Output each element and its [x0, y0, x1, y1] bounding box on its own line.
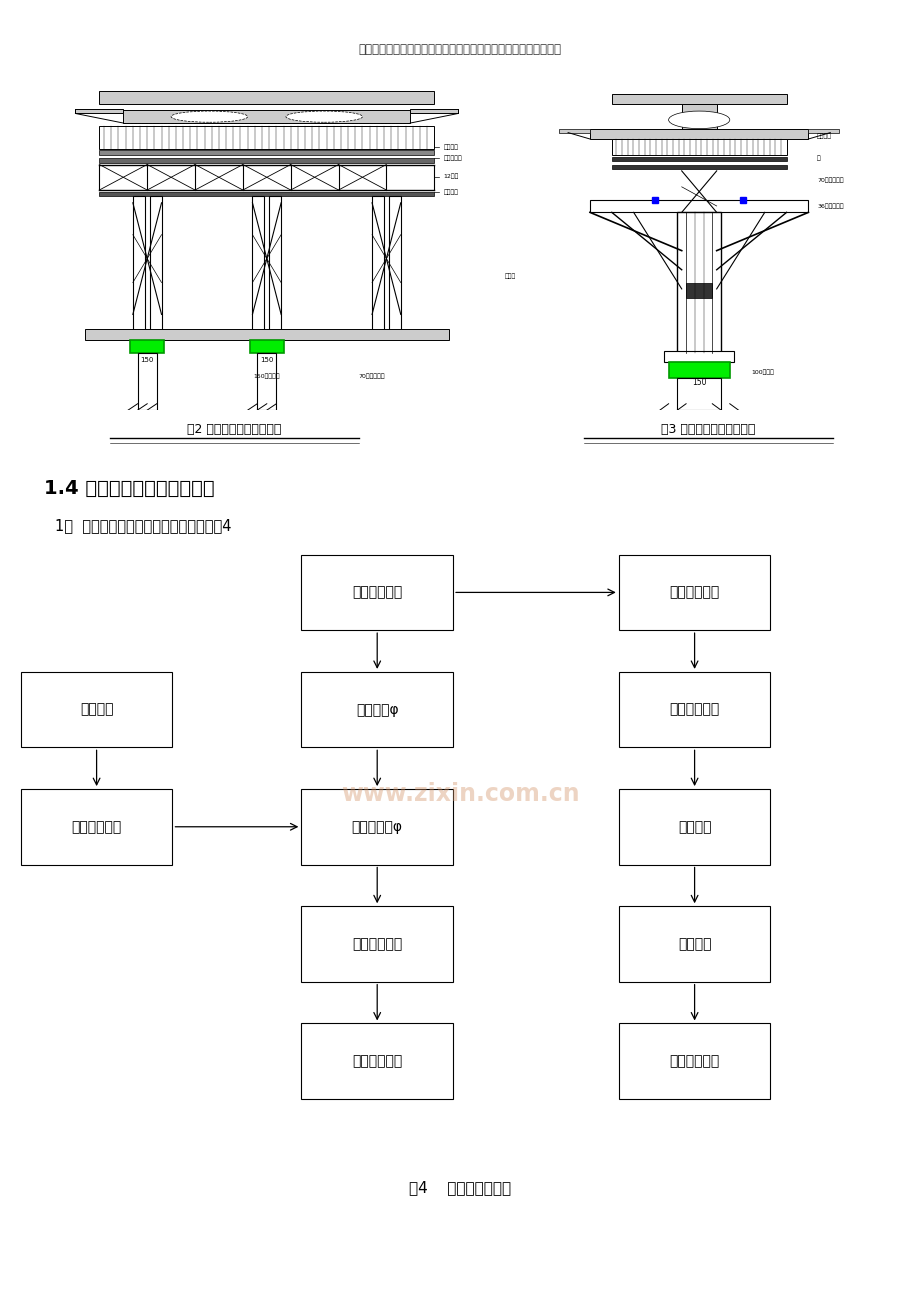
Bar — [99, 191, 434, 197]
Bar — [99, 126, 434, 148]
Bar — [611, 139, 786, 155]
Text: 安装牛腿（φ: 安装牛腿（φ — [351, 820, 403, 833]
FancyBboxPatch shape — [301, 1023, 452, 1099]
Bar — [371, 197, 383, 331]
Text: 150: 150 — [260, 357, 273, 363]
Bar — [611, 156, 786, 161]
Bar — [808, 129, 838, 133]
Text: 150钢管中黄: 150钢管中黄 — [254, 374, 279, 379]
Text: 牛腿及横梁制: 牛腿及横梁制 — [72, 820, 121, 833]
Text: 70工字钢模梁: 70工字钢模梁 — [816, 177, 843, 184]
Text: 钢筋安装及混: 钢筋安装及混 — [669, 1055, 719, 1068]
FancyBboxPatch shape — [301, 789, 452, 865]
FancyBboxPatch shape — [20, 789, 173, 865]
Bar — [250, 340, 283, 353]
Bar — [611, 94, 786, 104]
Text: www.zixin.com.cn: www.zixin.com.cn — [340, 783, 579, 806]
Bar — [389, 197, 401, 331]
Bar — [686, 283, 711, 298]
Text: 安装横向连接: 安装横向连接 — [669, 586, 719, 599]
FancyBboxPatch shape — [301, 906, 452, 982]
Text: 支架预压: 支架预压 — [677, 937, 710, 950]
Text: 图2 双柱贝雷梁支架结构图: 图2 双柱贝雷梁支架结构图 — [187, 423, 281, 436]
Bar — [676, 212, 720, 353]
Text: 桥: 桥 — [816, 155, 820, 161]
Text: 资料内容仅供您学习参考，如有不当之处，请联系改正或者删除。: 资料内容仅供您学习参考，如有不当之处，请联系改正或者删除。 — [358, 43, 561, 56]
Bar — [559, 129, 589, 133]
Bar — [85, 329, 448, 340]
Text: 36工字钢连接: 36工字钢连接 — [816, 203, 843, 208]
Text: 贝雷支架: 贝雷支架 — [443, 190, 459, 195]
Text: 100底板梁: 100底板梁 — [751, 368, 774, 375]
Text: 浇筑墩柱至既: 浇筑墩柱至既 — [352, 586, 402, 599]
Text: 安装脚手架及: 安装脚手架及 — [669, 703, 719, 716]
Ellipse shape — [286, 111, 362, 122]
Text: 150: 150 — [691, 378, 706, 387]
Bar — [252, 197, 264, 331]
Ellipse shape — [668, 111, 729, 129]
Bar — [99, 91, 434, 104]
Text: 1.4 施工工艺流程及操作要点: 1.4 施工工艺流程及操作要点 — [44, 479, 214, 497]
Bar — [589, 199, 808, 212]
Bar — [132, 197, 144, 331]
FancyBboxPatch shape — [618, 555, 770, 630]
Bar — [664, 352, 733, 362]
Bar — [611, 164, 786, 169]
Text: 支架设计: 支架设计 — [80, 703, 113, 716]
Text: 铺设模板: 铺设模板 — [677, 820, 710, 833]
Text: 贝雷架安装及: 贝雷架安装及 — [352, 1055, 402, 1068]
Bar — [269, 197, 281, 331]
Text: 横梁安装及加: 横梁安装及加 — [352, 937, 402, 950]
FancyBboxPatch shape — [618, 906, 770, 982]
Text: 预留孔（φ: 预留孔（φ — [356, 703, 398, 716]
Bar — [257, 353, 276, 410]
FancyBboxPatch shape — [301, 555, 452, 630]
Bar — [150, 197, 162, 331]
Bar — [668, 362, 729, 378]
Bar — [410, 108, 458, 113]
Text: 图3 单柱贝雷梁支架结构图: 图3 单柱贝雷梁支架结构图 — [661, 423, 754, 436]
Text: 图4    施工工艺流程图: 图4 施工工艺流程图 — [408, 1180, 511, 1195]
Bar — [681, 104, 716, 129]
FancyBboxPatch shape — [618, 789, 770, 865]
Bar — [99, 158, 434, 163]
Text: 桥上盖梁: 桥上盖梁 — [816, 133, 832, 138]
Text: 12槽钢: 12槽钢 — [443, 174, 459, 180]
FancyBboxPatch shape — [618, 672, 770, 747]
Bar — [676, 378, 720, 410]
Bar — [130, 340, 164, 353]
Bar — [123, 111, 410, 122]
Text: 可调顶托: 可调顶托 — [443, 145, 459, 150]
Ellipse shape — [171, 111, 247, 122]
Bar — [75, 108, 123, 113]
Text: 钢管脚手架: 钢管脚手架 — [443, 155, 462, 161]
Text: 1、  施工工艺流程：施工工艺流程图见图4: 1、 施工工艺流程：施工工艺流程图见图4 — [55, 518, 232, 534]
FancyBboxPatch shape — [618, 1023, 770, 1099]
Bar — [138, 353, 156, 410]
Text: 大斜杆: 大斜杆 — [504, 273, 515, 279]
FancyBboxPatch shape — [301, 672, 452, 747]
Text: 150: 150 — [141, 357, 153, 363]
Bar — [99, 150, 434, 155]
Bar — [589, 129, 808, 139]
FancyBboxPatch shape — [20, 672, 173, 747]
Text: 70工字钢模梁: 70工字钢模梁 — [358, 374, 385, 379]
